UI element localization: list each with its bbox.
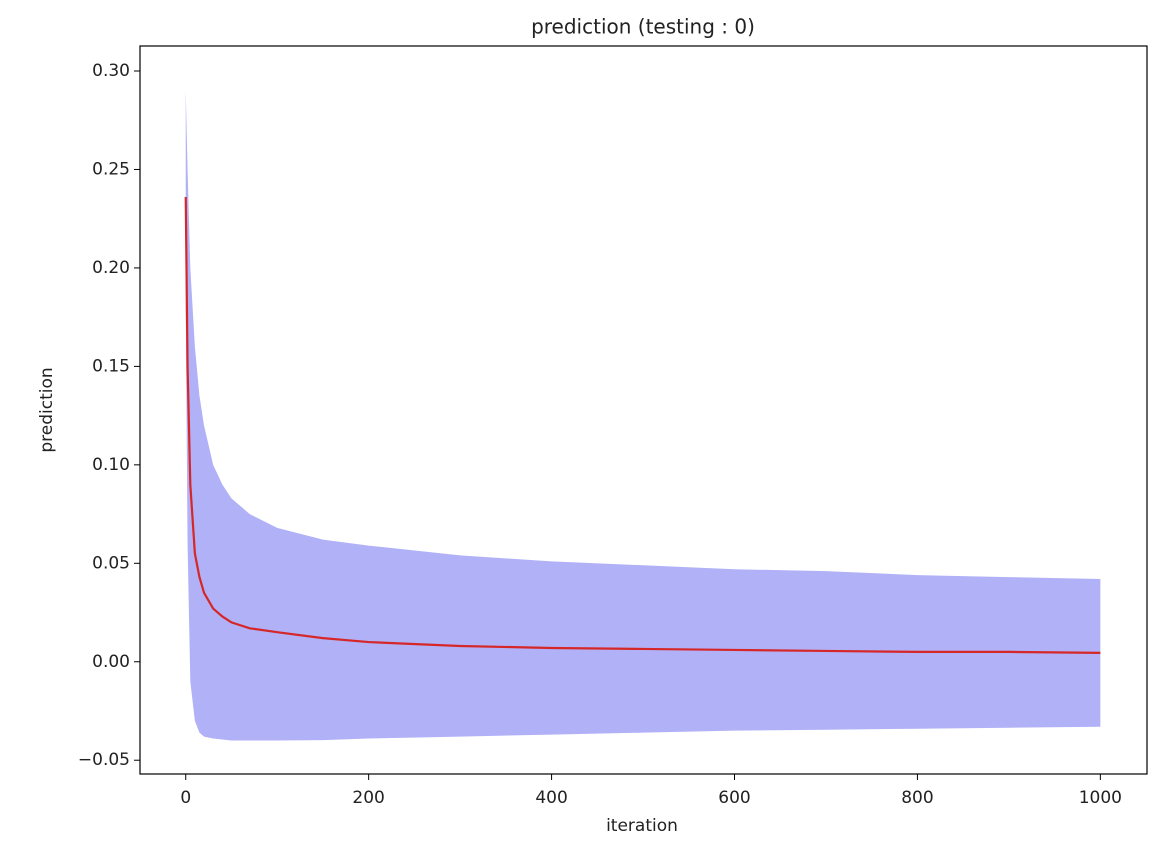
y-tick-label: 0.15 — [92, 356, 130, 376]
y-tick-label: 0.05 — [92, 553, 130, 573]
confidence-band — [185, 90, 1101, 741]
x-tick-label: 400 — [535, 788, 567, 808]
x-axis-label: iteration — [606, 816, 678, 836]
y-tick-label: 0.25 — [92, 159, 130, 179]
plot-frame — [139, 45, 1148, 775]
y-axis-label: prediction — [37, 367, 57, 452]
x-tick-label: 200 — [352, 788, 384, 808]
x-tick-label: 600 — [718, 788, 750, 808]
chart-title: prediction (testing : 0) — [531, 15, 755, 39]
y-tick-label: 0.30 — [92, 61, 130, 81]
x-tick-label: 1000 — [1079, 788, 1122, 808]
line — [184, 197, 1101, 654]
x-tick-label: 0 — [180, 788, 191, 808]
y-tick-label: 0.20 — [92, 258, 130, 278]
y-tick-label: 0.00 — [92, 652, 130, 672]
y-tick-label: −0.05 — [78, 750, 130, 770]
x-tick-label: 800 — [901, 788, 933, 808]
y-tick-label: 0.10 — [92, 455, 130, 475]
